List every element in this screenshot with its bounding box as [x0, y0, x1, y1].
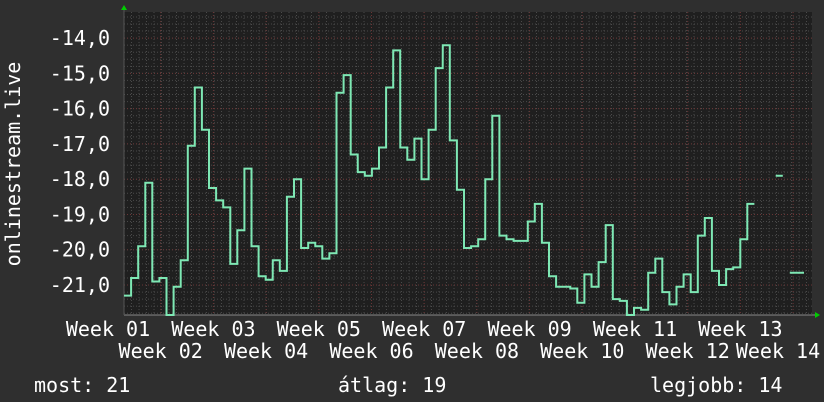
y-tick-label: -20,0	[50, 238, 110, 262]
x-tick-label: Week 08	[435, 339, 519, 363]
y-tick-label: -14,0	[50, 26, 110, 50]
y-tick-label: -17,0	[50, 132, 110, 156]
x-tick-label: Week 13	[698, 317, 782, 341]
series-line	[124, 44, 804, 316]
x-tick-label: Week 02	[119, 339, 203, 363]
x-tick-label: Week 07	[382, 317, 466, 341]
y-axis-label: onlinestream.live	[1, 62, 25, 267]
x-tick-label: Week 01	[66, 317, 150, 341]
y-tick-label: -19,0	[50, 202, 110, 226]
y-axis-arrow-icon	[121, 5, 127, 10]
footer-current: most: 21	[34, 373, 131, 397]
x-tick-label: Week 09	[487, 317, 571, 341]
x-tick-label: Week 03	[171, 317, 255, 341]
footer-average: átlag: 19	[338, 373, 447, 397]
x-axis-arrow-icon	[815, 312, 820, 318]
x-tick-label: Week 11	[593, 317, 677, 341]
y-tick-label: -21,0	[50, 273, 110, 297]
x-tick-label: Week 04	[224, 339, 308, 363]
x-tick-label: Week 14	[736, 339, 820, 363]
y-tick-label: -18,0	[50, 167, 110, 191]
footer-best: legjobb: 14	[650, 373, 783, 397]
series-path	[124, 44, 804, 316]
x-tick-label: Week 06	[329, 339, 413, 363]
y-tick-label: -15,0	[50, 61, 110, 85]
x-tick-label: Week 05	[277, 317, 361, 341]
y-tick-label: -16,0	[50, 97, 110, 121]
x-tick-label: Week 12	[646, 339, 730, 363]
x-tick-label: Week 10	[540, 339, 624, 363]
